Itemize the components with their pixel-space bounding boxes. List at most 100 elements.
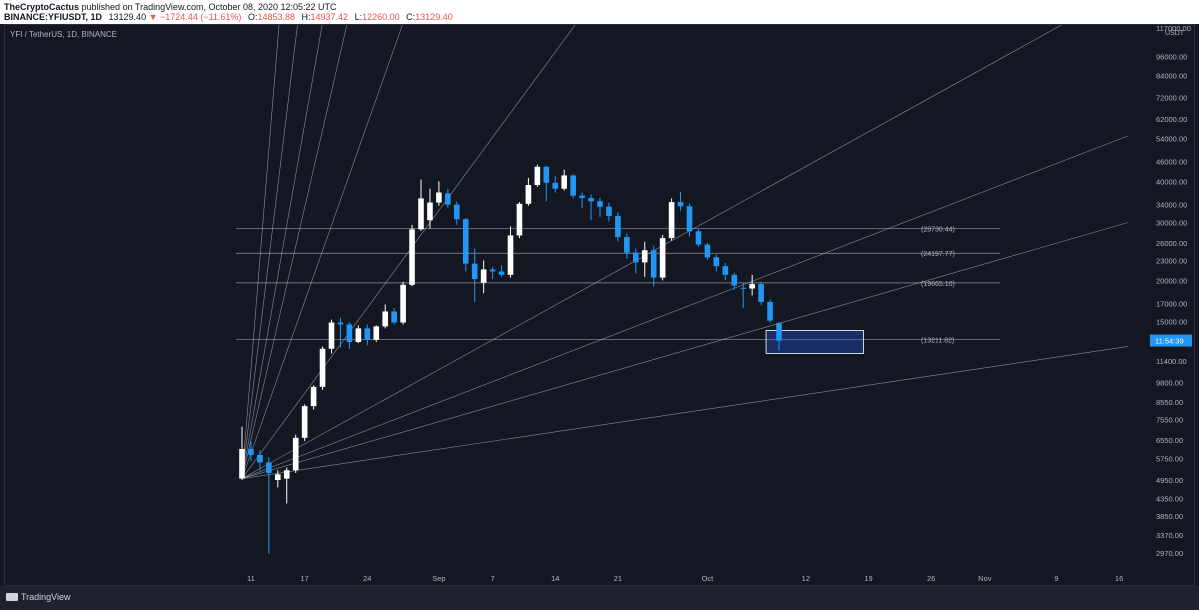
fan-line[interactable] — [241, 0, 475, 479]
candle[interactable] — [713, 254, 720, 272]
candle[interactable] — [301, 404, 308, 442]
y-tick-label: 62000.00 — [1156, 115, 1187, 124]
candle[interactable] — [373, 325, 380, 343]
x-tick-label: 17 — [300, 574, 308, 583]
candle[interactable] — [767, 299, 773, 323]
candle[interactable] — [641, 241, 648, 277]
candle[interactable] — [561, 169, 567, 191]
candle[interactable] — [659, 234, 666, 281]
candle[interactable] — [588, 194, 594, 221]
candle[interactable] — [266, 457, 272, 554]
candle[interactable] — [516, 202, 523, 239]
candle[interactable] — [704, 242, 711, 260]
fan-line[interactable] — [241, 0, 296, 479]
candle-body — [373, 326, 380, 340]
candle[interactable] — [740, 282, 746, 308]
candles — [239, 164, 782, 554]
candle[interactable] — [686, 203, 693, 237]
candle[interactable] — [570, 174, 576, 199]
candle[interactable] — [257, 450, 263, 471]
support-zone-box[interactable] — [765, 329, 864, 354]
candle[interactable] — [355, 325, 362, 344]
x-tick-label: 19 — [864, 574, 872, 583]
candle-body — [257, 454, 263, 463]
candle[interactable] — [400, 281, 406, 325]
candle-body — [248, 448, 254, 455]
candle[interactable] — [776, 322, 782, 351]
fan-line[interactable] — [241, 0, 323, 479]
candle[interactable] — [695, 229, 702, 247]
candle-body — [722, 266, 729, 275]
candle[interactable] — [749, 274, 755, 296]
price-axis: 2970.00 3370.00 3850.00 4350.00 4950.00 5750.… — [1150, 24, 1192, 558]
candle[interactable] — [552, 176, 559, 193]
candle[interactable] — [436, 181, 442, 206]
candle[interactable] — [498, 265, 505, 277]
candle[interactable] — [409, 224, 415, 287]
candle[interactable] — [480, 260, 487, 294]
candle[interactable] — [731, 272, 738, 291]
candle[interactable] — [248, 441, 254, 462]
candle[interactable] — [534, 164, 541, 187]
candle[interactable] — [346, 322, 353, 349]
fan-line[interactable] — [241, 346, 1129, 479]
candle[interactable] — [445, 188, 451, 208]
candle-body — [355, 328, 362, 343]
fan-line[interactable] — [241, 222, 1129, 479]
candle[interactable] — [292, 434, 299, 473]
candle-body — [436, 192, 442, 203]
candle[interactable] — [615, 212, 621, 242]
candle[interactable] — [364, 324, 371, 346]
fan-line[interactable] — [241, 135, 1129, 479]
candle[interactable] — [668, 198, 675, 241]
candle[interactable] — [462, 217, 469, 272]
candle[interactable] — [275, 470, 281, 488]
candle[interactable] — [382, 304, 388, 329]
price-change: −1724.44 (−11.61%) — [160, 12, 242, 22]
candle[interactable] — [507, 226, 514, 278]
y-tick-label: 5750.00 — [1156, 455, 1183, 464]
tradingview-brand[interactable]: TradingView — [6, 592, 71, 602]
candle-body — [283, 470, 290, 479]
high-value: 14937.42 — [310, 12, 349, 22]
candle[interactable] — [650, 245, 657, 287]
fan-line[interactable] — [241, 0, 394, 479]
candle[interactable] — [606, 202, 612, 222]
candle[interactable] — [624, 233, 630, 259]
candle[interactable] — [391, 307, 397, 325]
candle[interactable] — [579, 192, 585, 209]
candle[interactable] — [489, 266, 496, 280]
candle[interactable] — [677, 191, 684, 211]
candle[interactable] — [310, 385, 317, 410]
candle[interactable] — [454, 201, 460, 225]
fan-line[interactable] — [241, 0, 358, 479]
candle[interactable] — [418, 179, 424, 231]
candle[interactable] — [337, 317, 344, 348]
candle[interactable] — [239, 426, 245, 480]
candle-body — [534, 166, 541, 186]
candle[interactable] — [427, 188, 433, 229]
candle[interactable] — [283, 467, 290, 504]
y-tick-label: 4950.00 — [1156, 476, 1183, 485]
candle[interactable] — [319, 346, 326, 390]
y-tick-label: 23000.00 — [1156, 256, 1187, 265]
footer: TradingView — [0, 586, 1199, 610]
y-tick-label: 26000.00 — [1156, 239, 1187, 248]
candle[interactable] — [328, 319, 335, 354]
candle-body — [480, 269, 487, 283]
level-label: (24197.77) — [921, 251, 955, 258]
author-name[interactable]: TheCryptoCactus — [4, 2, 80, 12]
candle-body — [498, 271, 505, 275]
candle[interactable] — [722, 262, 729, 281]
candle[interactable] — [633, 248, 639, 274]
candle[interactable] — [525, 177, 532, 206]
candle-body — [328, 322, 335, 349]
fan-line[interactable] — [241, 0, 725, 479]
candle-body — [570, 175, 576, 196]
candle[interactable] — [597, 197, 603, 217]
candle[interactable] — [471, 248, 478, 302]
candle[interactable] — [758, 281, 764, 306]
y-tick-label: 17000.00 — [1156, 300, 1187, 309]
candle[interactable] — [543, 165, 550, 202]
